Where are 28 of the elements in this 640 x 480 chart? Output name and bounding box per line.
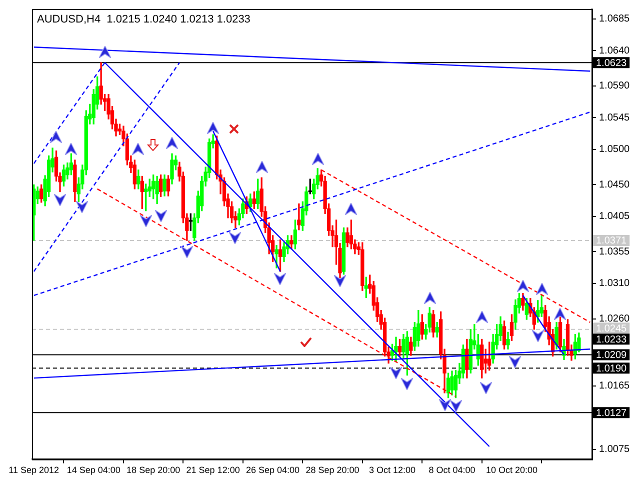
y-tick-label: 1.0405 <box>599 211 630 222</box>
y-tick-label: 1.0640 <box>599 45 630 56</box>
y-tick-label: 1.0355 <box>599 246 630 258</box>
x-tick-label: 18 Sep 20:00 <box>126 465 180 476</box>
ref-line-label: 1.0623 <box>596 58 628 69</box>
x-tick-label: 26 Sep 04:00 <box>246 465 300 476</box>
y-tick-label: 1.0590 <box>599 80 630 92</box>
ref-line-label: 1.0209 <box>596 350 628 362</box>
y-tick-label: 1.0260 <box>599 314 630 325</box>
y-tick-label: 1.0685 <box>599 14 630 25</box>
y-tick-label: 1.0165 <box>599 380 630 392</box>
y-tick-label: 1.0500 <box>599 144 630 156</box>
candlestick <box>297 203 301 230</box>
y-tick-label: 1.0450 <box>599 179 630 190</box>
y-tick-label: 1.0310 <box>599 278 630 290</box>
x-tick-label: 28 Sep 20:00 <box>306 465 360 476</box>
x-tick-label: 14 Sep 04:00 <box>66 465 120 476</box>
x-tick-label: 10 Oct 20:00 <box>486 465 538 476</box>
chart-title: AUDUSD,H4 1.0215 1.0240 1.0213 1.0233 <box>37 14 250 26</box>
x-tick-label: 3 Oct 12:00 <box>369 465 416 476</box>
y-tick-label: 1.0075 <box>599 444 630 456</box>
annotation: 1.0233 <box>596 334 628 346</box>
x-tick-label: 21 Sep 12:00 <box>186 465 240 476</box>
ref-line-label: 1.0127 <box>596 408 628 419</box>
ref-line-label: 1.0190 <box>596 363 628 374</box>
x-tick-label: 8 Oct 04:00 <box>428 465 476 476</box>
x-tick-label: 11 Sep 2012 <box>8 465 60 476</box>
y-tick-label: 1.0545 <box>599 112 630 124</box>
